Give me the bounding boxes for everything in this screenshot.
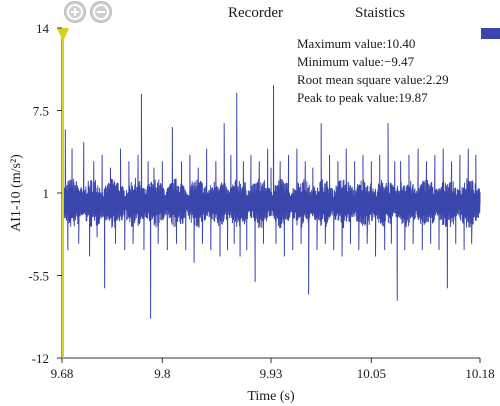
time-cursor-marker: [57, 28, 69, 42]
zoom-in-button[interactable]: [64, 1, 86, 23]
x-tick-label: 9.93: [260, 366, 283, 381]
recorder-menu-item[interactable]: Recorder: [228, 5, 283, 21]
rms-value-text: Root mean square value:2.29: [297, 72, 449, 87]
y-tick-label: 7.5: [33, 104, 49, 119]
zoom-in-icon: [67, 4, 83, 20]
zoom-out-icon: [93, 4, 109, 20]
y-axis-label: AI1-10 (m/s²): [9, 154, 24, 232]
y-tick-label: -5.5: [28, 269, 49, 284]
statistics-menu-item[interactable]: Staistics: [355, 5, 406, 21]
statistics-panel: Maximum value:10.40 Minimum value:−9.47 …: [297, 35, 449, 107]
y-tick-label: -12: [32, 351, 49, 366]
x-tick-label: 10.18: [465, 366, 494, 381]
minimum-value-text: Minimum value:−9.47: [297, 54, 415, 69]
chart-toolbar: Recorder Staistics: [60, 0, 500, 24]
x-axis-label: Time (s): [247, 389, 295, 404]
x-tick-label: 9.68: [51, 366, 74, 381]
y-tick-label: 1: [43, 186, 50, 201]
x-tick-label: 9.8: [154, 366, 170, 381]
ticks-layer: 9.68 9.8 9.93 10.05 10.18 14 7.5 1 -5.5 -12: [28, 21, 494, 381]
maximum-value-text: Maximum value:10.40: [297, 36, 416, 51]
peak-to-peak-value-text: Peak to peak value:19.87: [297, 90, 428, 105]
legend-swatch: [481, 28, 500, 39]
y-tick-label: 14: [36, 21, 50, 36]
signal-line: [61, 85, 481, 319]
signal-layer: [61, 85, 481, 319]
x-tick-label: 10.05: [357, 366, 386, 381]
zoom-out-button[interactable]: [90, 1, 112, 23]
